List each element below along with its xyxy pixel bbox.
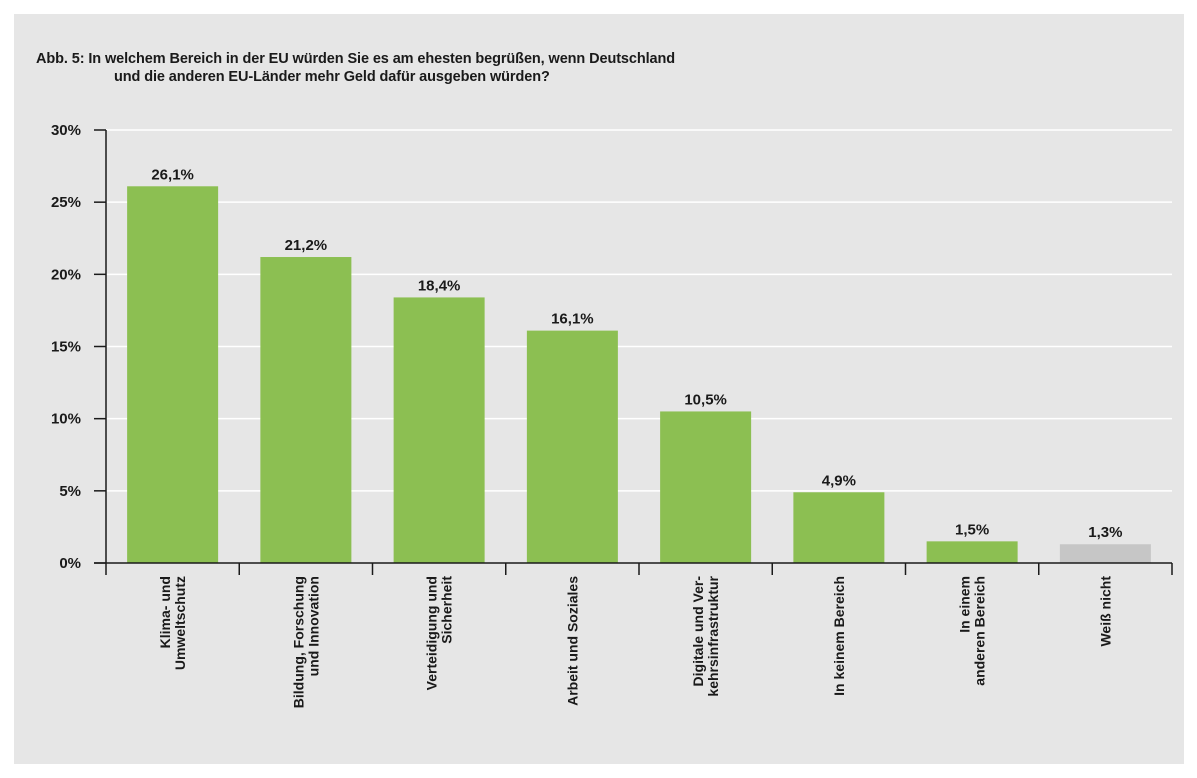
x-category-label: Klima- und xyxy=(157,576,173,648)
bar xyxy=(526,330,618,563)
bar xyxy=(660,411,752,563)
bar-value-label: 18,4% xyxy=(418,277,461,294)
bar-value-label: 1,5% xyxy=(955,521,989,538)
x-category-label: In einem xyxy=(957,576,973,633)
bar-value-label: 10,5% xyxy=(684,391,727,408)
bar-value-label: 26,1% xyxy=(151,166,194,183)
bar-value-label: 4,9% xyxy=(822,472,856,489)
y-tick-label: 10% xyxy=(51,411,81,428)
x-category-label: anderen Bereich xyxy=(972,576,988,686)
chart-title-line-2: und die anderen EU-Länder mehr Geld dafü… xyxy=(114,69,550,85)
y-tick-label: 5% xyxy=(59,483,81,500)
x-category-label: Digitale und Ver- xyxy=(690,576,706,687)
bar-value-label: 1,3% xyxy=(1088,524,1122,541)
y-tick-label: 25% xyxy=(51,194,81,211)
bar xyxy=(1059,544,1151,563)
x-category-label: und Innovation xyxy=(305,576,321,676)
x-category-label: In keinem Bereich xyxy=(831,576,847,696)
y-tick-label: 20% xyxy=(51,266,81,283)
x-category-label: Verteidigung und xyxy=(424,576,440,690)
y-tick-label: 0% xyxy=(59,555,81,572)
x-category-label: Arbeit und Soziales xyxy=(564,576,580,706)
chart-title: Abb. 5: In welchem Bereich in der EU wür… xyxy=(36,50,936,86)
x-category-label: Bildung, Forschung xyxy=(290,576,306,708)
bar xyxy=(393,297,485,563)
y-tick-label: 15% xyxy=(51,339,81,356)
y-tick-label: 30% xyxy=(51,122,81,139)
x-category-label: Umweltschutz xyxy=(172,576,188,670)
bar-value-label: 16,1% xyxy=(551,311,594,328)
chart-title-line-1: Abb. 5: In welchem Bereich in der EU wür… xyxy=(36,51,676,67)
bar xyxy=(926,541,1018,563)
x-category-label: Sicherheit xyxy=(439,576,455,644)
bar xyxy=(127,186,219,564)
bar-value-label: 21,2% xyxy=(285,237,328,254)
bar xyxy=(793,492,885,563)
bar xyxy=(260,257,352,563)
x-category-label: Weiß nicht xyxy=(1097,576,1113,647)
x-category-label: kehrsinfrastruktur xyxy=(705,575,721,696)
